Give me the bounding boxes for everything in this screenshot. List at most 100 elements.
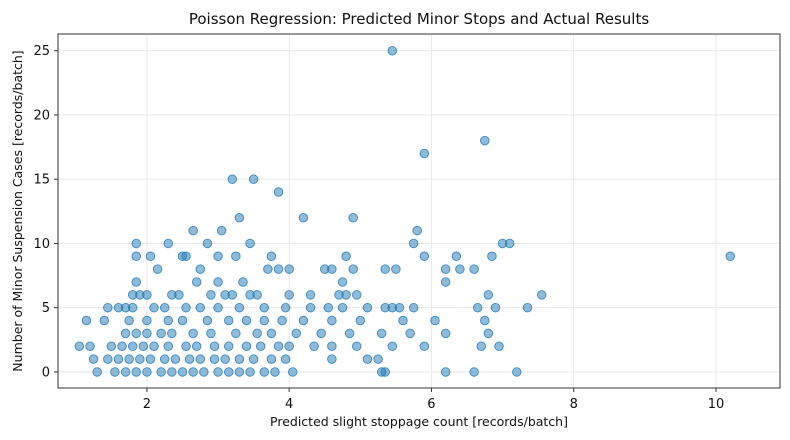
data-point <box>206 290 216 300</box>
data-point <box>472 302 483 313</box>
data-point <box>504 238 515 249</box>
data-point <box>131 238 141 249</box>
data-point <box>103 302 113 313</box>
data-point <box>536 290 547 300</box>
data-point <box>163 238 174 249</box>
data-point <box>213 277 223 287</box>
data-point <box>238 277 248 287</box>
data-point <box>149 302 159 313</box>
data-point <box>206 328 216 339</box>
data-point <box>408 238 419 249</box>
data-point <box>352 290 362 300</box>
data-point <box>391 264 401 274</box>
data-point <box>263 264 273 274</box>
data-point <box>341 251 351 262</box>
data-point <box>92 367 102 377</box>
data-point <box>131 367 141 377</box>
data-point <box>305 302 316 313</box>
data-point <box>284 290 294 300</box>
data-point <box>348 264 358 274</box>
data-point <box>440 277 451 287</box>
data-point <box>167 328 177 339</box>
y-tick-label: 0 <box>42 365 50 380</box>
data-point <box>191 341 202 351</box>
y-tick-label: 20 <box>33 108 50 123</box>
data-point <box>398 315 408 326</box>
data-point <box>223 341 234 351</box>
data-point <box>455 264 465 274</box>
data-point <box>227 290 238 300</box>
data-point <box>191 277 202 287</box>
data-point <box>327 264 337 274</box>
data-point <box>202 315 213 326</box>
data-point <box>298 212 309 223</box>
data-point <box>216 225 227 236</box>
data-point <box>348 212 358 223</box>
data-point <box>344 328 355 339</box>
y-tick-label: 10 <box>33 237 50 252</box>
y-tick-label: 15 <box>33 173 50 188</box>
data-point <box>316 328 326 339</box>
data-point <box>163 315 174 326</box>
data-point <box>248 174 259 184</box>
data-point <box>490 302 501 313</box>
data-point <box>234 302 245 313</box>
data-point <box>287 367 298 377</box>
data-point <box>163 341 174 351</box>
data-point <box>234 354 245 364</box>
x-tick-label: 2 <box>143 397 151 412</box>
data-point <box>469 367 479 377</box>
data-point <box>177 315 188 326</box>
data-point <box>273 341 284 351</box>
data-point <box>408 302 419 313</box>
data-point <box>234 212 245 223</box>
x-tick-label: 4 <box>285 397 293 412</box>
data-point <box>394 302 405 313</box>
plot-frame <box>57 33 781 389</box>
data-point <box>259 367 270 377</box>
data-point <box>380 367 390 377</box>
data-point <box>476 341 486 351</box>
data-point <box>113 354 124 364</box>
data-point <box>266 354 277 364</box>
data-point <box>440 264 451 274</box>
data-point <box>120 328 131 339</box>
data-point <box>124 354 134 364</box>
data-point <box>156 367 166 377</box>
x-tick-label: 10 <box>708 397 725 412</box>
data-point <box>213 302 223 313</box>
data-point <box>259 302 270 313</box>
data-point <box>88 354 99 364</box>
data-point <box>124 315 134 326</box>
data-point <box>131 328 141 339</box>
data-point <box>419 251 430 262</box>
data-point <box>380 264 390 274</box>
data-point <box>362 354 373 364</box>
data-point <box>188 225 198 236</box>
data-point <box>195 354 206 364</box>
data-point <box>167 367 177 377</box>
data-point <box>74 341 85 351</box>
y-axis-label: Number of Minor Suspension Cases [record… <box>10 50 25 371</box>
data-point <box>284 341 294 351</box>
data-point <box>156 328 166 339</box>
data-point <box>440 367 451 377</box>
data-point <box>522 302 533 313</box>
data-point <box>337 302 348 313</box>
data-point <box>159 354 170 364</box>
data-point <box>81 315 92 326</box>
data-point <box>305 290 316 300</box>
data-point <box>252 328 262 339</box>
data-point <box>135 354 145 364</box>
y-tick-label: 25 <box>33 44 50 59</box>
x-axis-label: Predicted slight stoppage count [records… <box>270 414 568 429</box>
data-point <box>280 354 291 364</box>
data-point <box>99 315 109 326</box>
data-point <box>188 328 198 339</box>
data-point <box>327 341 337 351</box>
data-point <box>199 367 209 377</box>
data-point <box>174 290 184 300</box>
chart-title: Poisson Regression: Predicted Minor Stop… <box>189 10 649 28</box>
data-point <box>223 315 234 326</box>
